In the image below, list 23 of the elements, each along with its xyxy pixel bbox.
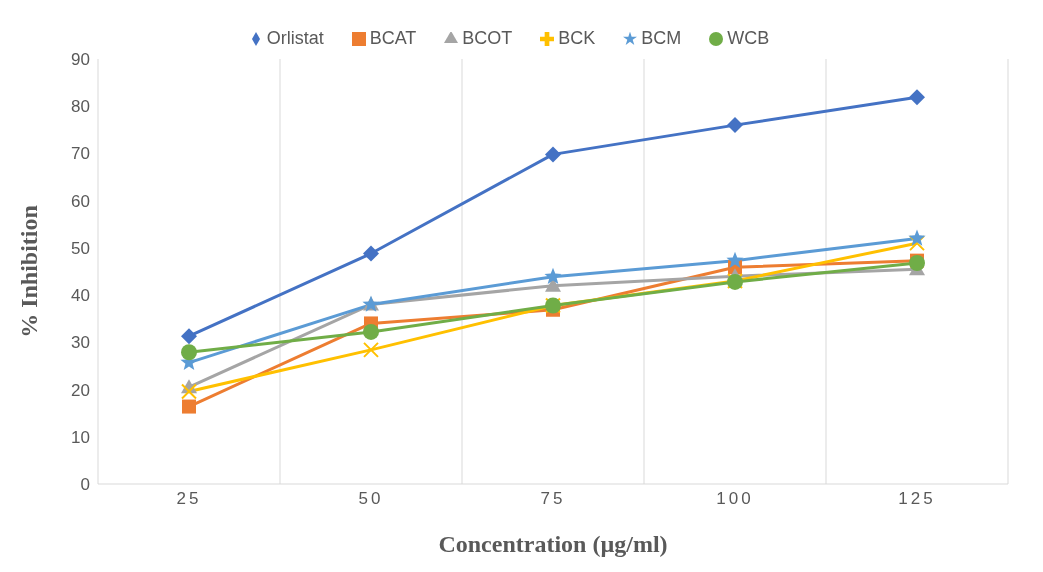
legend-label: BCK <box>558 28 596 48</box>
y-tick-label: 70 <box>71 144 90 164</box>
y-tick-label: 0 <box>80 475 90 495</box>
y-tick-label: 10 <box>71 427 90 447</box>
y-tick-label: 40 <box>71 286 90 306</box>
x-tick-label: 25 <box>176 489 202 509</box>
x-tick-label: 100 <box>716 489 754 509</box>
legend-label: BCAT <box>369 28 417 48</box>
y-tick-label: 90 <box>71 50 90 70</box>
y-tick-label: 30 <box>71 333 90 353</box>
x-tick-label: 125 <box>898 489 936 509</box>
x-tick-label: 75 <box>540 489 566 509</box>
legend-label: BCM <box>641 28 682 48</box>
legend-label: BCOT <box>462 28 513 48</box>
y-tick-label: 20 <box>71 380 90 400</box>
legend-label: WCB <box>727 28 770 48</box>
y-tick-label: 50 <box>71 238 90 258</box>
y-tick-label: 80 <box>71 97 90 117</box>
y-tick-label: 60 <box>71 191 90 211</box>
x-tick-label: 50 <box>358 489 384 509</box>
legend-label: Orlistat <box>266 28 324 48</box>
x-axis-title: Concentration (µg/ml) <box>438 531 668 557</box>
y-axis-title: % Inhibition <box>15 205 42 338</box>
